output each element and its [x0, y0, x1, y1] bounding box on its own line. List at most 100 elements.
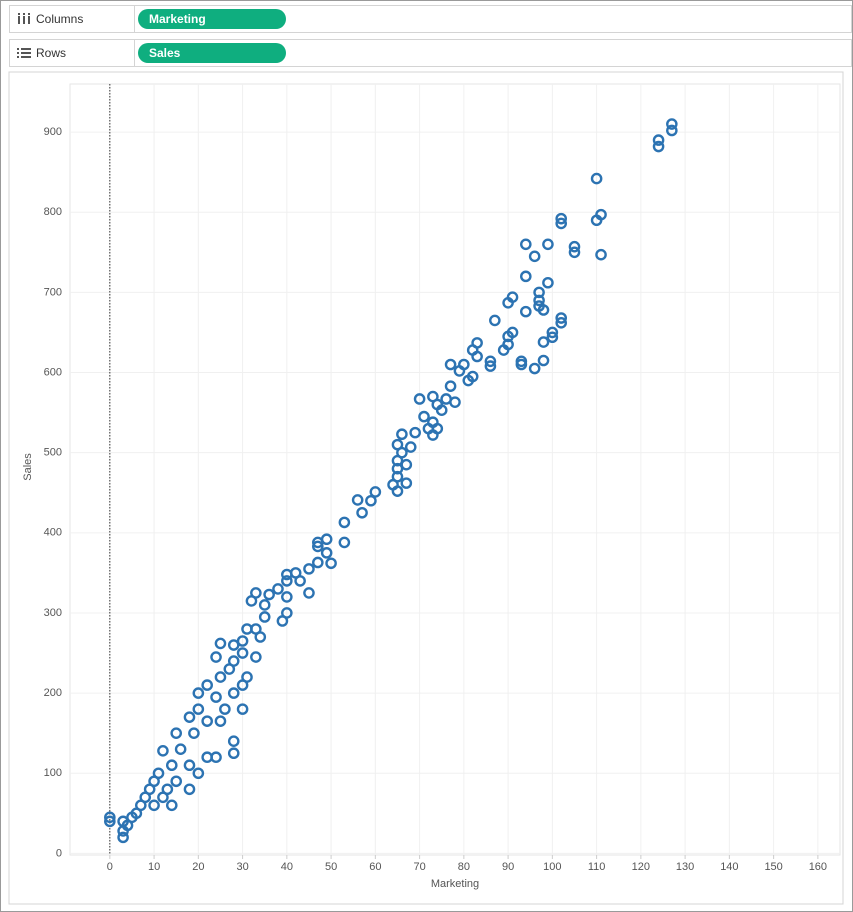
view-border	[8, 71, 844, 905]
point	[369, 486, 382, 498]
point	[303, 587, 315, 599]
point	[210, 651, 222, 663]
point	[258, 599, 271, 611]
x-tick-label: 30	[236, 861, 248, 873]
point	[272, 583, 284, 595]
point	[227, 687, 240, 699]
point	[258, 611, 271, 623]
point	[192, 767, 205, 780]
point	[281, 568, 293, 581]
point	[555, 217, 568, 230]
point	[104, 815, 116, 828]
x-axis-title: Marketing	[431, 878, 479, 890]
x-tick-label: 50	[325, 861, 337, 873]
point	[546, 331, 559, 344]
point	[484, 355, 497, 368]
point	[214, 715, 227, 727]
y-tick-label: 300	[44, 607, 62, 619]
point	[245, 595, 258, 607]
point	[303, 563, 315, 575]
point	[170, 727, 183, 739]
point	[396, 428, 408, 441]
point	[254, 631, 267, 643]
y-tick-label: 700	[44, 286, 62, 298]
point	[236, 703, 249, 715]
point	[320, 547, 333, 559]
point	[462, 374, 475, 387]
shelf-label: Rows	[10, 40, 135, 66]
y-tick-label: 600	[44, 366, 62, 378]
point	[404, 441, 417, 453]
point	[520, 238, 532, 251]
pill-text: Marketing	[149, 12, 206, 26]
point	[312, 556, 324, 569]
y-tick-label: 800	[44, 206, 62, 218]
point	[338, 536, 351, 549]
point	[157, 745, 169, 757]
y-tick-label: 0	[56, 847, 62, 859]
point	[183, 783, 196, 796]
point	[502, 296, 514, 309]
point	[219, 703, 231, 715]
field-pill[interactable]: Marketing	[138, 9, 286, 29]
x-tick-label: 160	[809, 861, 827, 873]
point	[400, 477, 413, 489]
point	[555, 212, 568, 225]
point	[281, 575, 293, 587]
point	[400, 458, 413, 471]
point	[192, 687, 205, 699]
point	[312, 536, 324, 549]
y-tick-label: 100	[44, 767, 62, 779]
columns-shelf: Columns Marketing	[9, 5, 852, 33]
x-tick-label: 20	[192, 861, 204, 873]
point	[356, 506, 368, 519]
point	[528, 250, 541, 263]
point	[312, 540, 324, 553]
point	[201, 751, 213, 764]
x-tick-label: 110	[588, 861, 606, 873]
point	[104, 811, 116, 824]
point	[236, 647, 249, 659]
point	[453, 365, 466, 377]
point	[444, 380, 457, 392]
point	[435, 404, 448, 416]
point	[555, 312, 568, 324]
point	[183, 711, 196, 723]
x-tick-label: 100	[543, 861, 561, 873]
point	[555, 317, 568, 329]
point	[666, 124, 678, 137]
point	[236, 635, 249, 647]
point	[471, 350, 483, 363]
point	[590, 214, 603, 227]
point	[652, 140, 665, 153]
point	[568, 246, 581, 259]
point	[409, 426, 421, 439]
point	[542, 276, 554, 289]
y-tick-label: 900	[44, 126, 62, 138]
x-tick-label: 80	[458, 861, 470, 873]
shelf-title: Columns	[36, 12, 84, 26]
point	[542, 238, 554, 251]
point	[595, 248, 607, 261]
field-pill[interactable]: Sales	[138, 43, 286, 63]
point	[546, 326, 559, 339]
point	[418, 410, 430, 423]
point	[666, 118, 678, 130]
point	[188, 727, 200, 739]
point	[440, 393, 452, 405]
point	[117, 831, 129, 844]
point	[157, 791, 169, 804]
point	[484, 360, 497, 372]
point	[351, 494, 364, 506]
point	[117, 825, 129, 837]
point	[413, 393, 426, 405]
point	[263, 588, 275, 601]
point	[223, 663, 236, 675]
point	[294, 575, 306, 587]
point	[148, 799, 160, 812]
x-tick-label: 90	[502, 861, 514, 873]
point	[338, 516, 351, 529]
x-tick-label: 40	[281, 861, 293, 873]
point	[365, 494, 377, 507]
